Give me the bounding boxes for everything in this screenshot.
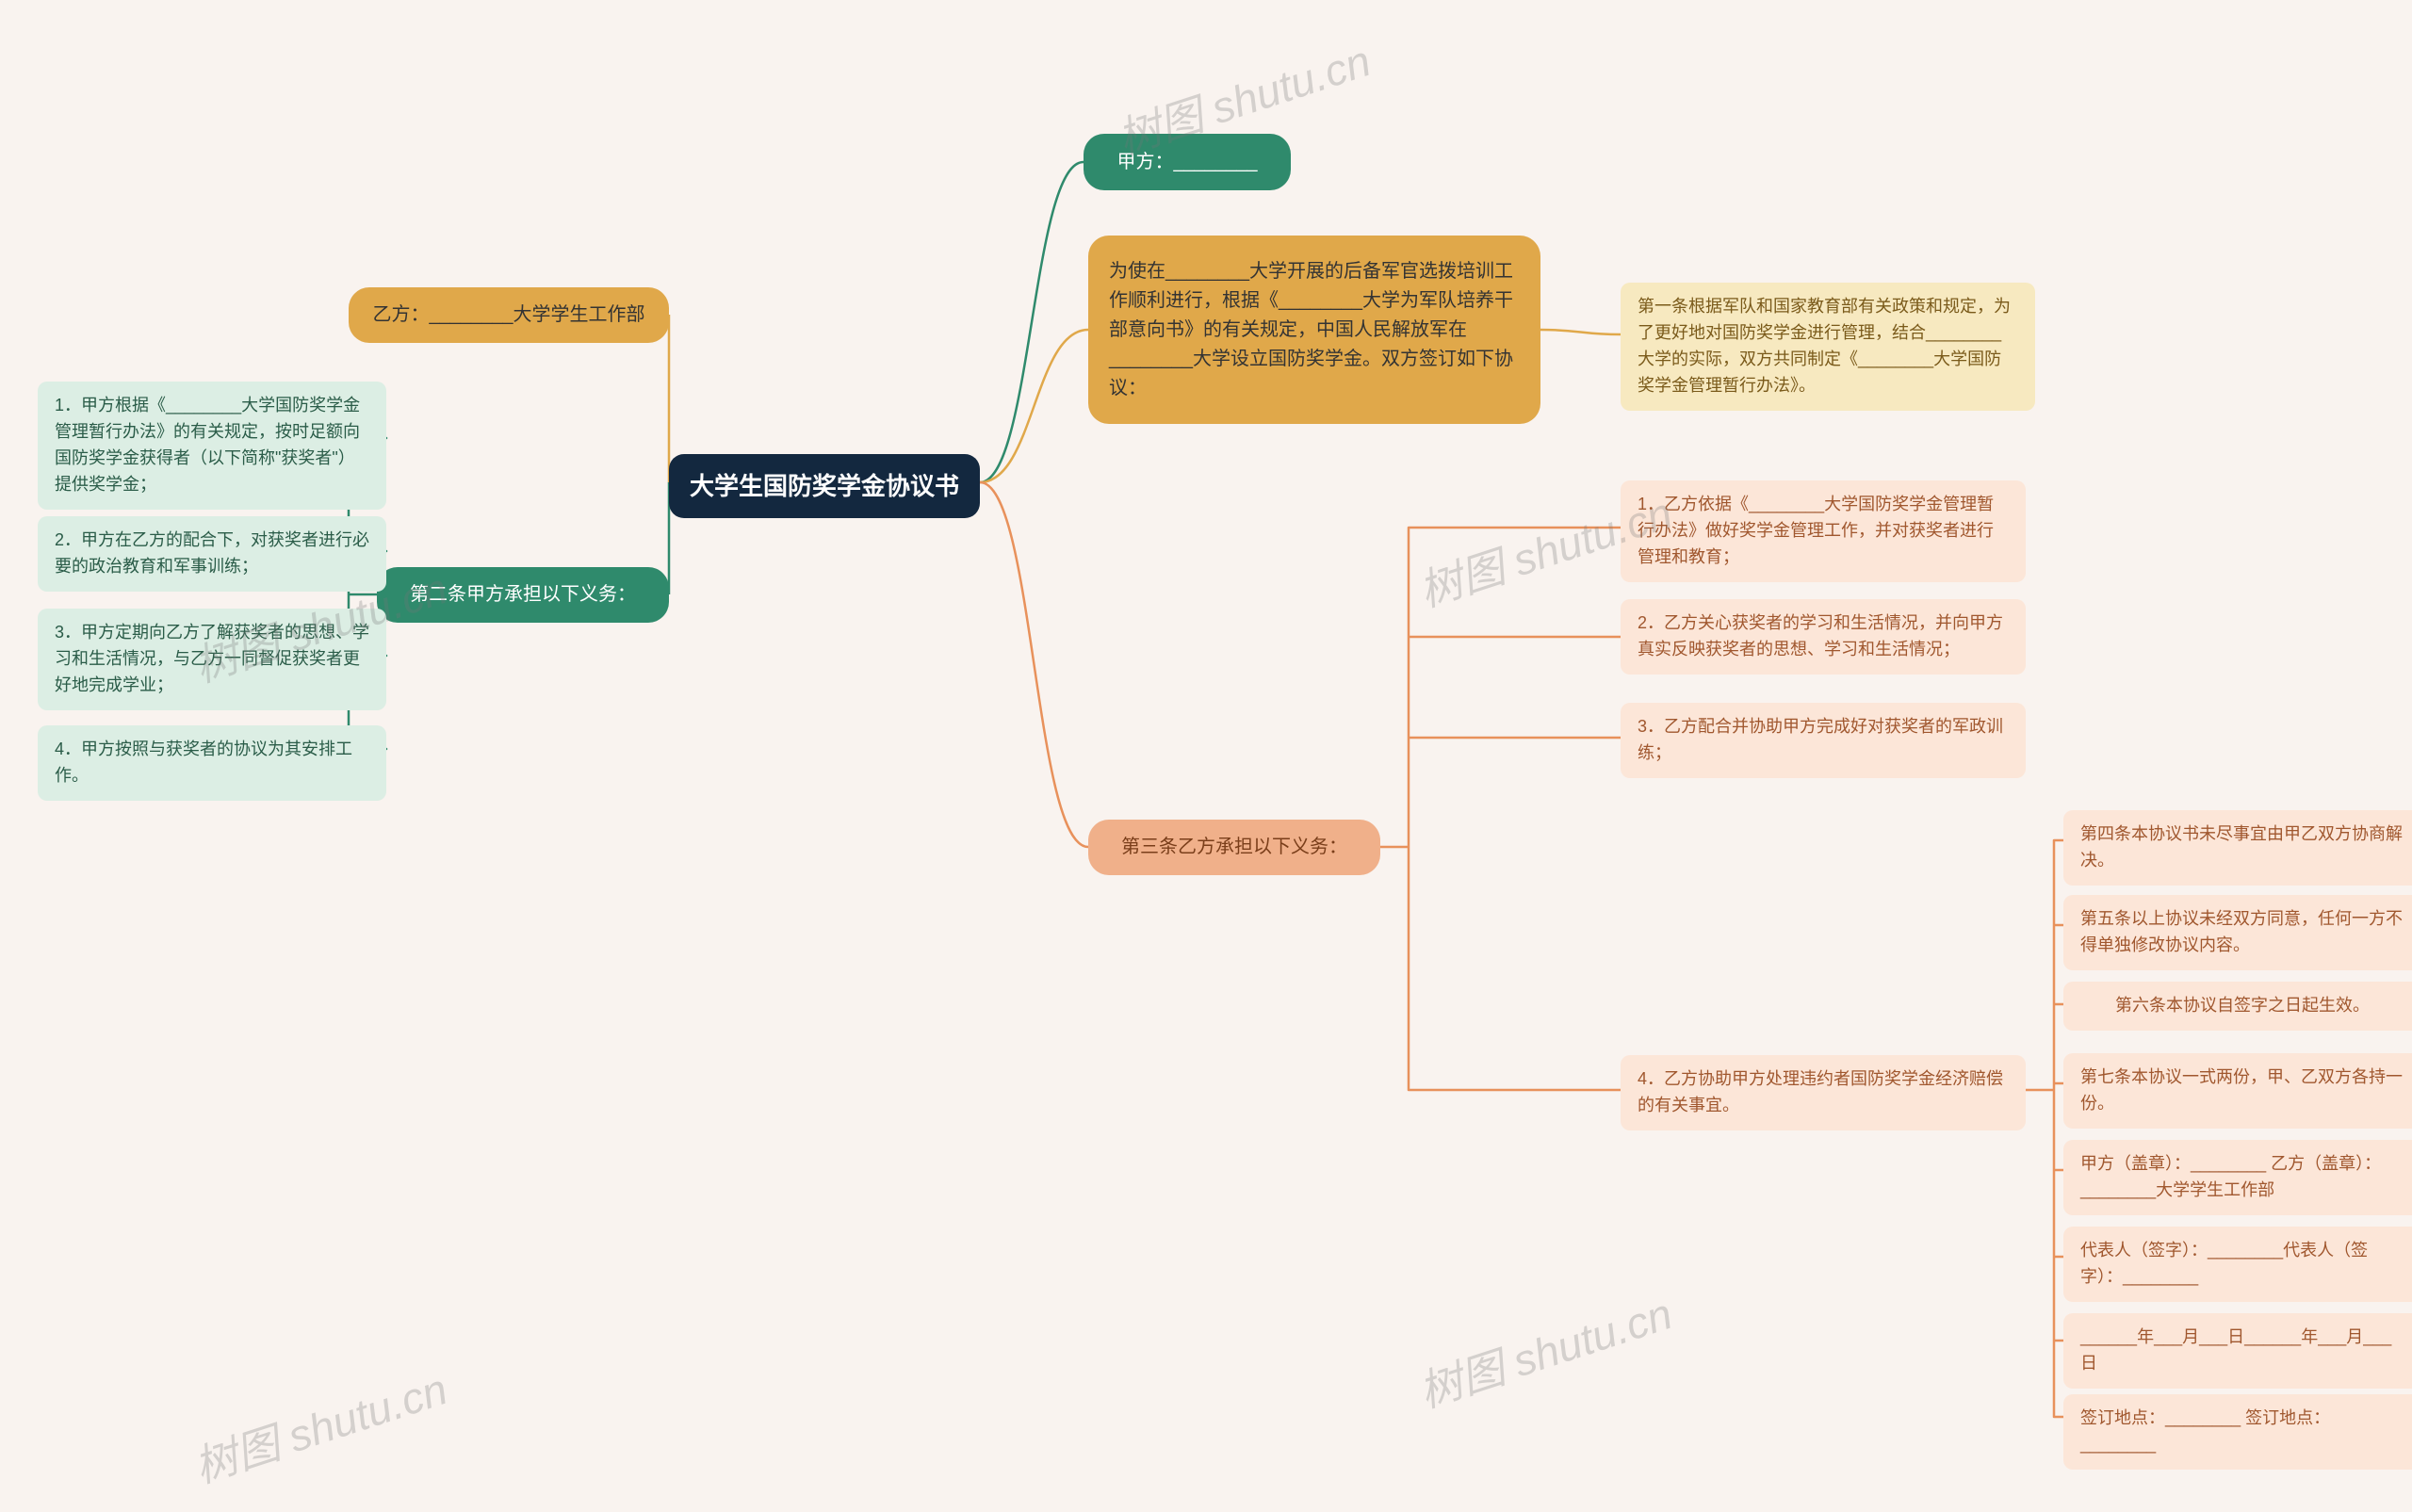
- node-label: ______年___月___日______年___月___日: [2080, 1325, 2404, 1377]
- node-label: 第二条甲方承担以下义务：: [410, 580, 636, 610]
- node-yifang: 乙方：________大学学生工作部: [349, 287, 669, 343]
- edge: [980, 330, 1088, 482]
- node-label: 为使在________大学开展的后备军官选拨培训工作顺利进行，根据《______…: [1109, 257, 1520, 403]
- node-label: 2．乙方关心获奖者的学习和生活情况，并向甲方真实反映获奖者的思想、学习和生活情况…: [1638, 610, 2009, 663]
- node-a7: 第七条本协议一式两份，甲、乙双方各持一份。: [2063, 1053, 2412, 1129]
- node-label: 代表人（签字）：________代表人（签字）：________: [2080, 1238, 2404, 1291]
- node-center: 大学生国防奖学金协议书: [669, 454, 980, 518]
- edge: [1540, 330, 1621, 334]
- node-a6: 第六条本协议自签字之日起生效。: [2063, 982, 2412, 1031]
- node-label: 第三条乙方承担以下义务：: [1121, 833, 1347, 862]
- bracket-edge: [2026, 840, 2063, 1417]
- node-art3: 第三条乙方承担以下义务：: [1088, 820, 1380, 875]
- node-a2c1: 1．甲方根据《________大学国防奖学金管理暂行办法》的有关规定，按时足额向…: [38, 382, 386, 510]
- node-a3c1: 1．乙方依据《________大学国防奖学金管理暂行办法》做好奖学金管理工作，并…: [1621, 480, 2026, 582]
- node-label: 大学生国防奖学金协议书: [690, 467, 959, 505]
- node-art1: 第一条根据军队和国家教育部有关政策和规定，为了更好地对国防奖学金进行管理，结合_…: [1621, 283, 2035, 411]
- edge: [980, 162, 1084, 482]
- node-label: 第五条以上协议未经双方同意，任何一方不得单独修改协议内容。: [2080, 906, 2404, 959]
- node-a3c3: 3．乙方配合并协助甲方完成好对获奖者的军政训练；: [1621, 703, 2026, 778]
- node-preamble: 为使在________大学开展的后备军官选拨培训工作顺利进行，根据《______…: [1088, 236, 1540, 424]
- node-seal: 甲方（盖章）：________ 乙方（盖章）：________大学学生工作部: [2063, 1140, 2412, 1215]
- node-label: 甲方：________: [1117, 148, 1258, 177]
- node-label: 4．乙方协助甲方处理违约者国防奖学金经济赔偿的有关事宜。: [1638, 1066, 2009, 1119]
- node-label: 第六条本协议自签字之日起生效。: [2115, 993, 2370, 1019]
- node-art2: 第二条甲方承担以下义务：: [377, 567, 669, 623]
- node-label: 签订地点：________ 签订地点：________: [2080, 1406, 2404, 1458]
- node-label: 1．乙方依据《________大学国防奖学金管理暂行办法》做好奖学金管理工作，并…: [1638, 492, 2009, 571]
- node-sign: 代表人（签字）：________代表人（签字）：________: [2063, 1227, 2412, 1302]
- node-label: 3．甲方定期向乙方了解获奖者的思想、学习和生活情况，与乙方一同督促获奖者更好地完…: [55, 620, 369, 699]
- node-a4: 第四条本协议书未尽事宜由甲乙双方协商解决。: [2063, 810, 2412, 886]
- node-label: 1．甲方根据《________大学国防奖学金管理暂行办法》的有关规定，按时足额向…: [55, 393, 369, 498]
- node-a2c2: 2．甲方在乙方的配合下，对获奖者进行必要的政治教育和军事训练；: [38, 516, 386, 592]
- node-label: 4．甲方按照与获奖者的协议为其安排工作。: [55, 737, 369, 789]
- node-label: 甲方（盖章）：________ 乙方（盖章）：________大学学生工作部: [2080, 1151, 2404, 1204]
- node-label: 2．甲方在乙方的配合下，对获奖者进行必要的政治教育和军事训练；: [55, 528, 369, 580]
- node-label: 第七条本协议一式两份，甲、乙双方各持一份。: [2080, 1065, 2404, 1117]
- node-label: 第四条本协议书未尽事宜由甲乙双方协商解决。: [2080, 821, 2404, 874]
- node-jiafang: 甲方：________: [1084, 134, 1291, 190]
- node-place: 签订地点：________ 签订地点：________: [2063, 1394, 2412, 1470]
- node-a3c4: 4．乙方协助甲方处理违约者国防奖学金经济赔偿的有关事宜。: [1621, 1055, 2026, 1130]
- bracket-edge: [1380, 528, 1621, 1090]
- node-a5: 第五条以上协议未经双方同意，任何一方不得单独修改协议内容。: [2063, 895, 2412, 970]
- node-a3c2: 2．乙方关心获奖者的学习和生活情况，并向甲方真实反映获奖者的思想、学习和生活情况…: [1621, 599, 2026, 675]
- node-a2c4: 4．甲方按照与获奖者的协议为其安排工作。: [38, 725, 386, 801]
- edge: [980, 482, 1088, 847]
- node-label: 3．乙方配合并协助甲方完成好对获奖者的军政训练；: [1638, 714, 2009, 767]
- node-label: 乙方：________大学学生工作部: [373, 301, 645, 330]
- node-a2c3: 3．甲方定期向乙方了解获奖者的思想、学习和生活情况，与乙方一同督促获奖者更好地完…: [38, 609, 386, 710]
- node-label: 第一条根据军队和国家教育部有关政策和规定，为了更好地对国防奖学金进行管理，结合_…: [1638, 294, 2018, 399]
- node-date: ______年___月___日______年___月___日: [2063, 1313, 2412, 1389]
